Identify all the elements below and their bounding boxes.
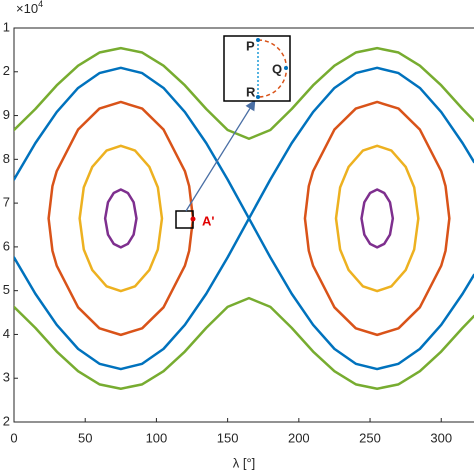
label-p: P: [246, 38, 255, 53]
point-q: [284, 66, 288, 70]
label-q: Q: [272, 61, 282, 76]
y-tick-label: 6: [3, 238, 10, 253]
label-a: A': [202, 213, 214, 228]
y-tick-label: 1: [3, 19, 10, 34]
y-tick-label: 2: [3, 413, 10, 428]
zoom-arrow: [185, 99, 256, 212]
curve: [103, 188, 395, 249]
ticks: 0 50 100 150 200 250 300 2 3 4 5 6 7 8 9 2 1: [3, 19, 452, 445]
y-tick-label: 3: [3, 370, 10, 385]
y-tick-label: 9: [3, 107, 10, 122]
x-tick-label: 150: [217, 430, 239, 445]
x-axis-label: λ [°]: [233, 455, 256, 470]
x-tick-label: 250: [359, 430, 381, 445]
point-a: [190, 216, 196, 222]
y-multiplier: ×104: [16, 0, 43, 16]
label-r: R: [246, 84, 256, 99]
y-tick-label: 5: [3, 282, 10, 297]
curve: [14, 46, 474, 390]
x-tick-label: 0: [10, 430, 17, 445]
curves: [14, 46, 474, 390]
y-tick-label: 8: [3, 151, 10, 166]
x-tick-label: 50: [78, 430, 92, 445]
y-multiplier-base: ×10: [16, 1, 38, 16]
y-multiplier-exponent: 4: [38, 0, 43, 9]
point-p: [256, 38, 260, 42]
inset-box: [223, 35, 291, 102]
y-tick-label: 4: [3, 326, 10, 341]
x-tick-label: 100: [146, 430, 168, 445]
curve: [78, 144, 420, 293]
y-tick-label: 2: [3, 63, 10, 78]
y-tick-label: 7: [3, 195, 10, 210]
x-tick-label: 300: [430, 430, 452, 445]
curve: [14, 66, 474, 371]
point-r: [256, 95, 260, 99]
x-tick-label: 200: [288, 430, 310, 445]
